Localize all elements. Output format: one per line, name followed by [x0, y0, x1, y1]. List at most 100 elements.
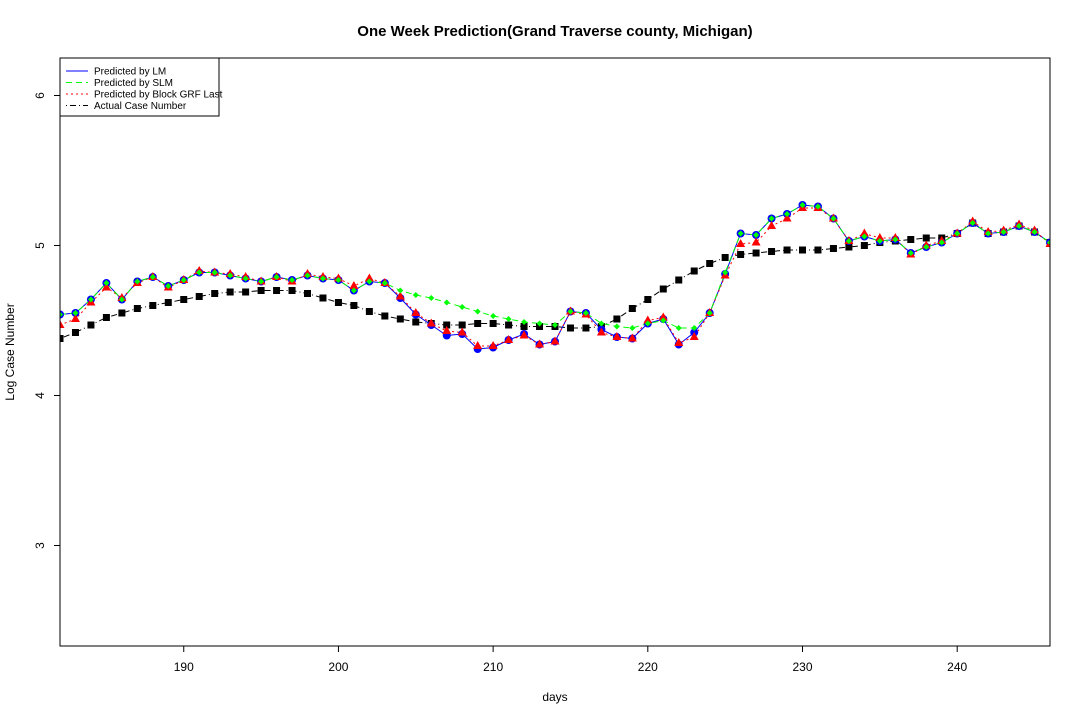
- plot-frame: [59, 57, 1051, 647]
- slm-point: [814, 203, 821, 210]
- slm-point: [227, 272, 234, 279]
- actual-point: [381, 312, 389, 320]
- actual-point: [783, 246, 791, 254]
- slm-point: [892, 236, 899, 243]
- grf-point: [736, 239, 746, 247]
- slm-point: [784, 211, 791, 217]
- grf-point: [875, 233, 885, 241]
- slm-point: [768, 215, 775, 222]
- slm-point: [211, 269, 218, 276]
- x-tick-label: 200: [328, 660, 348, 674]
- slm-point: [691, 325, 698, 331]
- slm-point: [845, 238, 852, 244]
- actual-point: [845, 243, 853, 251]
- slm-point: [536, 320, 543, 327]
- actual-point: [396, 315, 404, 323]
- actual-point: [768, 248, 776, 255]
- slm-point: [521, 319, 528, 325]
- y-tick-label: 6: [33, 92, 47, 99]
- grf-point: [689, 332, 699, 340]
- actual-point: [149, 302, 157, 309]
- actual-point: [211, 290, 219, 297]
- actual-point: [71, 329, 79, 336]
- slm-point: [1047, 239, 1050, 246]
- slm-point: [258, 278, 265, 285]
- actual-point: [737, 251, 745, 258]
- slm-point: [412, 292, 419, 298]
- actual-point: [690, 267, 698, 275]
- actual-point: [582, 324, 590, 332]
- grf-point: [395, 291, 405, 300]
- actual-point: [659, 285, 667, 293]
- grf-point: [364, 273, 374, 282]
- slm-point: [830, 215, 837, 222]
- actual-point: [860, 242, 868, 249]
- slm-point: [443, 299, 450, 306]
- actual-point: [118, 309, 126, 317]
- slm-point: [118, 296, 125, 303]
- actual-point: [164, 299, 172, 306]
- x-tick-label: 240: [947, 660, 967, 674]
- grf-point: [859, 228, 869, 237]
- actual-point: [721, 254, 729, 261]
- actual-point: [613, 315, 621, 323]
- grf-point: [658, 312, 668, 321]
- slm-point: [350, 287, 357, 294]
- actual-point: [799, 246, 806, 254]
- slm-point: [582, 310, 589, 316]
- slm-point: [242, 275, 249, 282]
- x-axis-label: days: [542, 690, 567, 704]
- slm-point: [72, 310, 79, 316]
- grf-point: [457, 327, 467, 336]
- actual-point: [102, 314, 110, 321]
- actual-point: [706, 260, 714, 267]
- series-line-1: [60, 204, 1050, 329]
- actual-point: [133, 305, 141, 312]
- slm-point: [644, 320, 651, 327]
- legend-entry-2: Predicted by Block GRF Last: [94, 90, 223, 101]
- slm-point: [722, 269, 729, 276]
- grf-point: [70, 314, 80, 322]
- grf-point: [504, 335, 514, 343]
- actual-point: [87, 321, 95, 329]
- slm-point: [304, 272, 311, 279]
- grf-point: [535, 339, 545, 348]
- slm-point: [613, 323, 620, 330]
- slm-point: [60, 311, 63, 318]
- slm-point: [660, 317, 667, 324]
- actual-point: [180, 296, 188, 303]
- slm-point: [87, 296, 94, 303]
- slm-point: [474, 308, 481, 315]
- slm-point: [335, 277, 342, 283]
- actual-point: [566, 324, 574, 332]
- series-line-2: [60, 207, 1050, 347]
- chart-title: One Week Prediction(Grand Traverse count…: [357, 23, 752, 40]
- legend-box: [59, 57, 220, 117]
- axes: 190 200 210 220 230 240 3 4 5 6: [33, 92, 968, 674]
- grf-point: [488, 341, 498, 349]
- grf-point: [674, 338, 684, 346]
- actual-point: [907, 236, 915, 243]
- slm-point: [1016, 223, 1023, 229]
- grf-point: [612, 332, 622, 340]
- grf-point: [426, 318, 436, 327]
- actual-point: [304, 290, 311, 297]
- actual-point: [273, 287, 281, 294]
- plot-area: [60, 201, 1050, 353]
- slm-point: [753, 232, 760, 238]
- actual-point: [365, 308, 373, 315]
- slm-point: [985, 230, 992, 237]
- actual-point: [226, 288, 234, 296]
- legend-entry-0: Predicted by LM: [94, 67, 166, 78]
- slm-point: [799, 202, 806, 208]
- slm-point: [629, 325, 636, 331]
- slm-point: [273, 274, 280, 280]
- x-tick-label: 230: [792, 660, 812, 674]
- actual-point: [458, 321, 466, 329]
- slm-point: [180, 277, 187, 283]
- grf-point: [550, 336, 560, 345]
- slm-point: [675, 325, 682, 331]
- actual-point: [489, 320, 497, 327]
- grf-point: [442, 326, 452, 334]
- slm-point: [428, 295, 435, 301]
